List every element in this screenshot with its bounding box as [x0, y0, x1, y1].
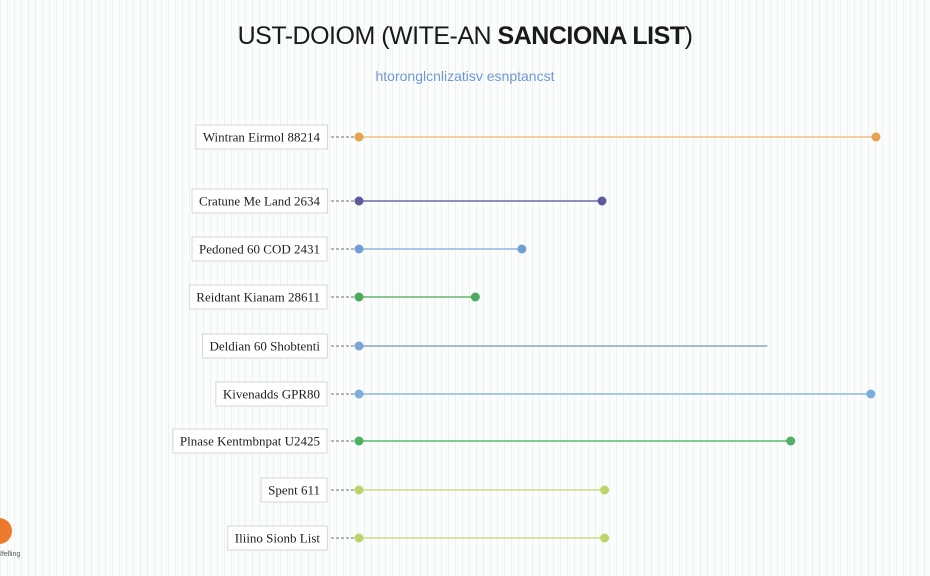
lollipop-start-dot: [354, 196, 364, 206]
row-label: Plnase Kentmbnpat U2425: [180, 434, 320, 449]
lollipop-end-dot: [871, 132, 881, 142]
row-label: Spent 611: [268, 483, 320, 498]
row-label-box: [202, 333, 328, 359]
row-label: Wintran Eirmol 88214: [203, 130, 321, 145]
lollipop-end-dot: [470, 292, 480, 302]
lollipop-start-dot: [354, 292, 364, 302]
lollipop-end-dot: [786, 436, 796, 446]
row-label-box: [191, 236, 328, 262]
chart-subtitle: htoronglcnlizatisv esnptancst: [375, 68, 555, 84]
lollipop-end-dot: [866, 389, 876, 399]
lollipop-start-dot: [354, 341, 364, 351]
row-label-box: [191, 188, 328, 214]
lollipop-end-dot: [600, 533, 610, 543]
row-label: Reidtant Kianam 28611: [196, 290, 320, 305]
lollipop-end-dot: [597, 196, 607, 206]
row-label: Deldian 60 Shobtenti: [210, 339, 321, 354]
row-label: Cratune Me Land 2634: [199, 194, 320, 209]
row-label-box: [215, 381, 328, 407]
lollipop-end-dot: [600, 485, 610, 495]
brand-logo-icon: [0, 518, 12, 544]
chart-title-regular: UST-DOIOM (WITE-AN: [237, 22, 498, 50]
row-label-box: [188, 284, 328, 310]
chart-title-end: ): [684, 22, 693, 50]
chart-title-bold: SANCIONA LIST: [497, 22, 686, 50]
row-label: Pedoned 60 COD 2431: [199, 242, 320, 257]
row-label-box: [227, 525, 328, 551]
lollipop-start-dot: [354, 244, 364, 254]
lollipop-start-dot: [354, 389, 364, 399]
row-label: Iliino Sionb List: [235, 531, 321, 546]
row-label-box: [172, 428, 328, 454]
lollipop-start-dot: [354, 485, 364, 495]
brand-text: Ifelling: [0, 551, 21, 558]
lollipop-start-dot: [354, 132, 364, 142]
lollipop-start-dot: [354, 533, 364, 543]
lollipop-end-dot: [517, 244, 527, 254]
row-label-box: [195, 124, 328, 150]
row-label: Kivenadds GPR80: [223, 387, 320, 402]
chart-title: UST-DOIOM (WITE-AN SANCIONA LIST): [0, 22, 930, 51]
lollipop-start-dot: [354, 436, 364, 446]
row-label-box: [260, 477, 328, 503]
